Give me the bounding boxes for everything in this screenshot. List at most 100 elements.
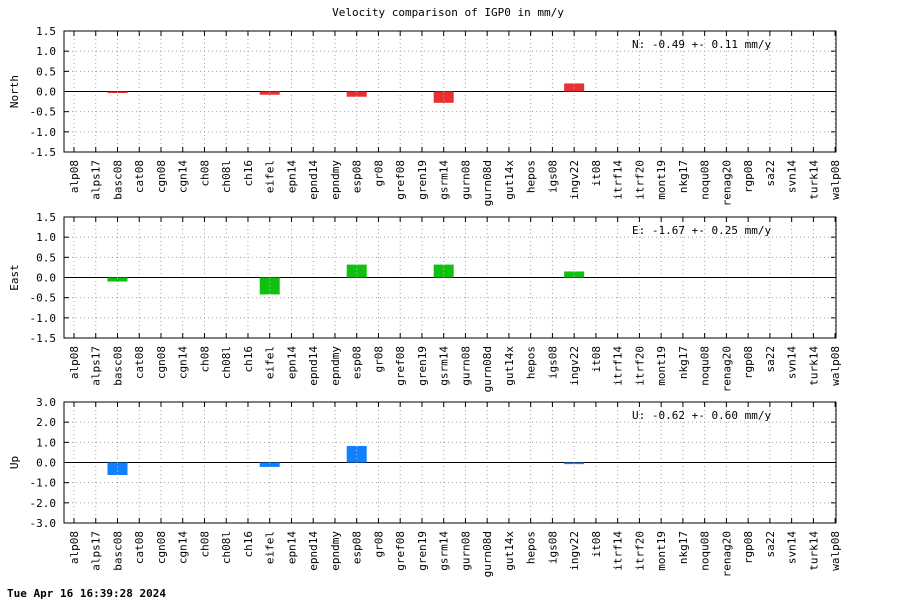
east-category-label: mont19 [655, 346, 668, 386]
up-category-label: noqu08 [699, 531, 712, 571]
north-bar-gsrm14 [433, 91, 454, 103]
up-category-label: gsrm14 [438, 531, 451, 571]
north-ytick-label: 0.5 [36, 65, 56, 78]
east-category-label: it08 [590, 346, 603, 373]
up-bar-basc08 [107, 462, 128, 476]
north-bar-esp08 [346, 91, 367, 97]
up-category-label: turk14 [807, 531, 820, 571]
east-category-label: ingv22 [568, 346, 581, 386]
east-bar-gsrm14 [433, 264, 454, 278]
north-category-label: alps17 [90, 160, 103, 200]
north-category-label: walp08 [829, 160, 842, 200]
timestamp-footer: Tue Apr 16 16:39:28 2024 [7, 587, 166, 600]
north-category-label: renag20 [720, 160, 733, 206]
north-ytick-label: 0.0 [36, 86, 56, 99]
up-ytick-label: -3.0 [30, 517, 57, 530]
north-category-label: ingv22 [568, 160, 581, 200]
east-ytick-label: -0.5 [30, 292, 57, 305]
up-frame [63, 401, 837, 524]
east-category-label: turk14 [807, 346, 820, 386]
east-category-label: itrf14 [612, 346, 625, 386]
up-category-label: it08 [590, 531, 603, 558]
north-category-label: rgp08 [742, 160, 755, 193]
north-category-label: hepos [525, 160, 538, 193]
east-category-label: alps17 [90, 346, 103, 386]
east-category-label: rgp08 [742, 346, 755, 379]
north-frame [63, 30, 837, 153]
north-category-label: gurn08 [459, 160, 472, 200]
north-category-label: epndmy [329, 160, 342, 200]
up-ytick-label: 0.0 [36, 457, 56, 470]
east-category-label: walp08 [829, 346, 842, 386]
north-category-label: cgn14 [177, 160, 190, 193]
up-category-label: hepos [525, 531, 538, 564]
east-bar-basc08 [107, 277, 128, 282]
chart-panels: -1.5 -1.0 -0.5 0.0 0.5 1.0 1.5 alp08 alps17 basc0… [8, 25, 842, 577]
up-category-label: rgp08 [742, 531, 755, 564]
east-frame [63, 216, 837, 339]
east-category-label: gren19 [416, 346, 429, 386]
up-category-label: epndmy [329, 531, 342, 571]
up-category-label: mont19 [655, 531, 668, 571]
up-category-label: alps17 [90, 531, 103, 571]
north-stat-text: N: -0.49 +- 0.11 mm/y [632, 38, 771, 51]
east-category-label: itrf20 [633, 346, 646, 386]
up-category-label: nkg17 [677, 531, 690, 564]
east-category-label: gurn08d [481, 346, 494, 392]
north-category-label: epn14 [285, 160, 298, 193]
east-ytick-label: 0.5 [36, 251, 56, 264]
east-ytick-label: 0.0 [36, 272, 56, 285]
up-category-label: gurn08 [459, 531, 472, 571]
north-category-label: mont19 [655, 160, 668, 200]
east-category-label: gref08 [394, 346, 407, 386]
up-axis-label: Up [8, 456, 21, 469]
east-category-label: eifel [264, 346, 277, 379]
east-category-label: esp08 [351, 346, 364, 379]
north-ytick-label: 1.5 [36, 25, 56, 38]
north-category-label: igs08 [546, 160, 559, 193]
east-category-label: ch16 [242, 346, 255, 373]
up-category-label: eifel [264, 531, 277, 564]
north-ytick-label: -0.5 [30, 106, 57, 119]
north-ytick-label: -1.0 [30, 126, 57, 139]
east-category-label: cat08 [133, 346, 146, 379]
north-category-label: it08 [590, 160, 603, 187]
up-category-label: walp08 [829, 531, 842, 571]
east-category-label: epn14 [285, 346, 298, 379]
east-ytick-label: -1.5 [30, 332, 57, 345]
north-category-label: gsrm14 [438, 160, 451, 200]
east-category-label: svn14 [786, 346, 799, 379]
east-ytick-label: 1.5 [36, 211, 56, 224]
up-ytick-label: 2.0 [36, 416, 56, 429]
east-category-label: nkg17 [677, 346, 690, 379]
east-category-label: gut14x [503, 346, 516, 386]
east-stat-text: E: -1.67 +- 0.25 mm/y [632, 224, 771, 237]
east-category-label: ch08 [198, 346, 211, 373]
north-category-label: gurn08d [481, 160, 494, 206]
east-bar-ingv22 [564, 271, 585, 278]
north-category-label: itrf20 [633, 160, 646, 200]
up-category-label: esp08 [351, 531, 364, 564]
up-category-label: gref08 [394, 531, 407, 571]
east-category-label: gsrm14 [438, 346, 451, 386]
east-category-label: ch08l [220, 346, 233, 379]
north-category-label: ch08l [220, 160, 233, 193]
east-category-label: basc08 [111, 346, 124, 386]
east-category-label: gr08 [372, 346, 385, 373]
up-category-label: epn14 [285, 531, 298, 564]
up-category-label: renag20 [720, 531, 733, 577]
north-category-label: gren19 [416, 160, 429, 200]
up-category-label: itrf14 [612, 531, 625, 571]
up-category-label: igs08 [546, 531, 559, 564]
up-category-label: cat08 [133, 531, 146, 564]
north-category-label: ch16 [242, 160, 255, 187]
east-ytick-label: 1.0 [36, 231, 56, 244]
up-category-label: epnd14 [307, 531, 320, 571]
north-category-label: cgn08 [155, 160, 168, 193]
east-category-label: epndmy [329, 346, 342, 386]
north-axis-label: North [8, 75, 21, 108]
east-panel: -1.5 -1.0 -0.5 0.0 0.5 1.0 1.5 alp08 alps17 basc0… [8, 211, 842, 392]
north-bar-eifel [259, 91, 280, 95]
east-category-label: sa22 [764, 346, 777, 373]
north-category-label: eifel [264, 160, 277, 193]
